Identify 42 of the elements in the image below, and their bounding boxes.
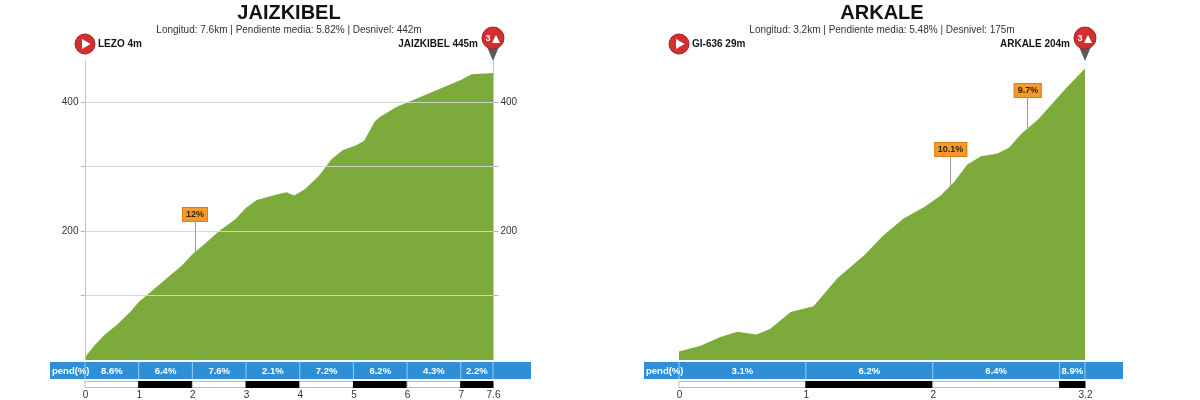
text: 8.6% bbox=[101, 364, 123, 376]
chart-subtitle: Longitud: 7.6km | Pendiente media: 5.82% | Desnivel: 442m bbox=[156, 24, 422, 35]
text: pend(%) bbox=[646, 364, 684, 376]
text: 2.2% bbox=[466, 364, 488, 376]
text: 7.6% bbox=[208, 364, 231, 376]
text: 6.4% bbox=[985, 364, 1008, 376]
x-tick-label: 6 bbox=[404, 388, 411, 400]
text: 3.1% bbox=[731, 364, 754, 376]
annotation: 9.7% bbox=[1013, 82, 1043, 98]
text: LEZO 4m bbox=[98, 38, 142, 49]
text: 6.2% bbox=[858, 364, 881, 376]
text: pend(%) bbox=[52, 364, 90, 376]
text: 8.9% bbox=[1061, 364, 1084, 376]
y2-tick-label: 200 bbox=[500, 225, 518, 237]
text: 3 bbox=[1077, 32, 1083, 43]
x-tick-label: 5 bbox=[351, 388, 358, 400]
text: 3 bbox=[485, 32, 491, 43]
x-tick-label: 1 bbox=[803, 388, 810, 400]
x-tick-label: 3 bbox=[243, 388, 250, 400]
x-tick-label: 7.6 bbox=[486, 388, 501, 400]
x-tick-label: 0 bbox=[82, 388, 89, 400]
chart-title: ARKALE bbox=[840, 1, 924, 23]
text: JAIZKIBEL 445m bbox=[398, 38, 478, 49]
text: GI-636 29m bbox=[692, 38, 746, 49]
text: 4.3% bbox=[423, 364, 445, 376]
x-tick-label: 1 bbox=[136, 388, 143, 400]
y2-tick-label: 400 bbox=[500, 96, 518, 108]
x-tick-label: 7 bbox=[458, 388, 465, 400]
text: 6.4% bbox=[154, 364, 177, 376]
annotation: 10.1% bbox=[933, 142, 968, 158]
x-tick-label: 4 bbox=[297, 388, 304, 400]
x-tick-label: 3.2 bbox=[1078, 388, 1093, 400]
x-tick-label: 2 bbox=[190, 388, 197, 400]
text: 6.2% bbox=[369, 364, 392, 376]
x-tick-label: 0 bbox=[676, 388, 683, 400]
chart-title: JAIZKIBEL bbox=[237, 1, 341, 23]
text: ARKALE 204m bbox=[999, 38, 1070, 49]
text: 2.1% bbox=[262, 364, 284, 376]
chart-subtitle: Longitud: 3.2km | Pendiente media: 5.48% | Desnivel: 175m bbox=[749, 24, 1015, 35]
x-tick-label: 2 bbox=[930, 388, 937, 400]
text: 7.2% bbox=[315, 364, 338, 376]
annotation: 12% bbox=[182, 206, 209, 222]
